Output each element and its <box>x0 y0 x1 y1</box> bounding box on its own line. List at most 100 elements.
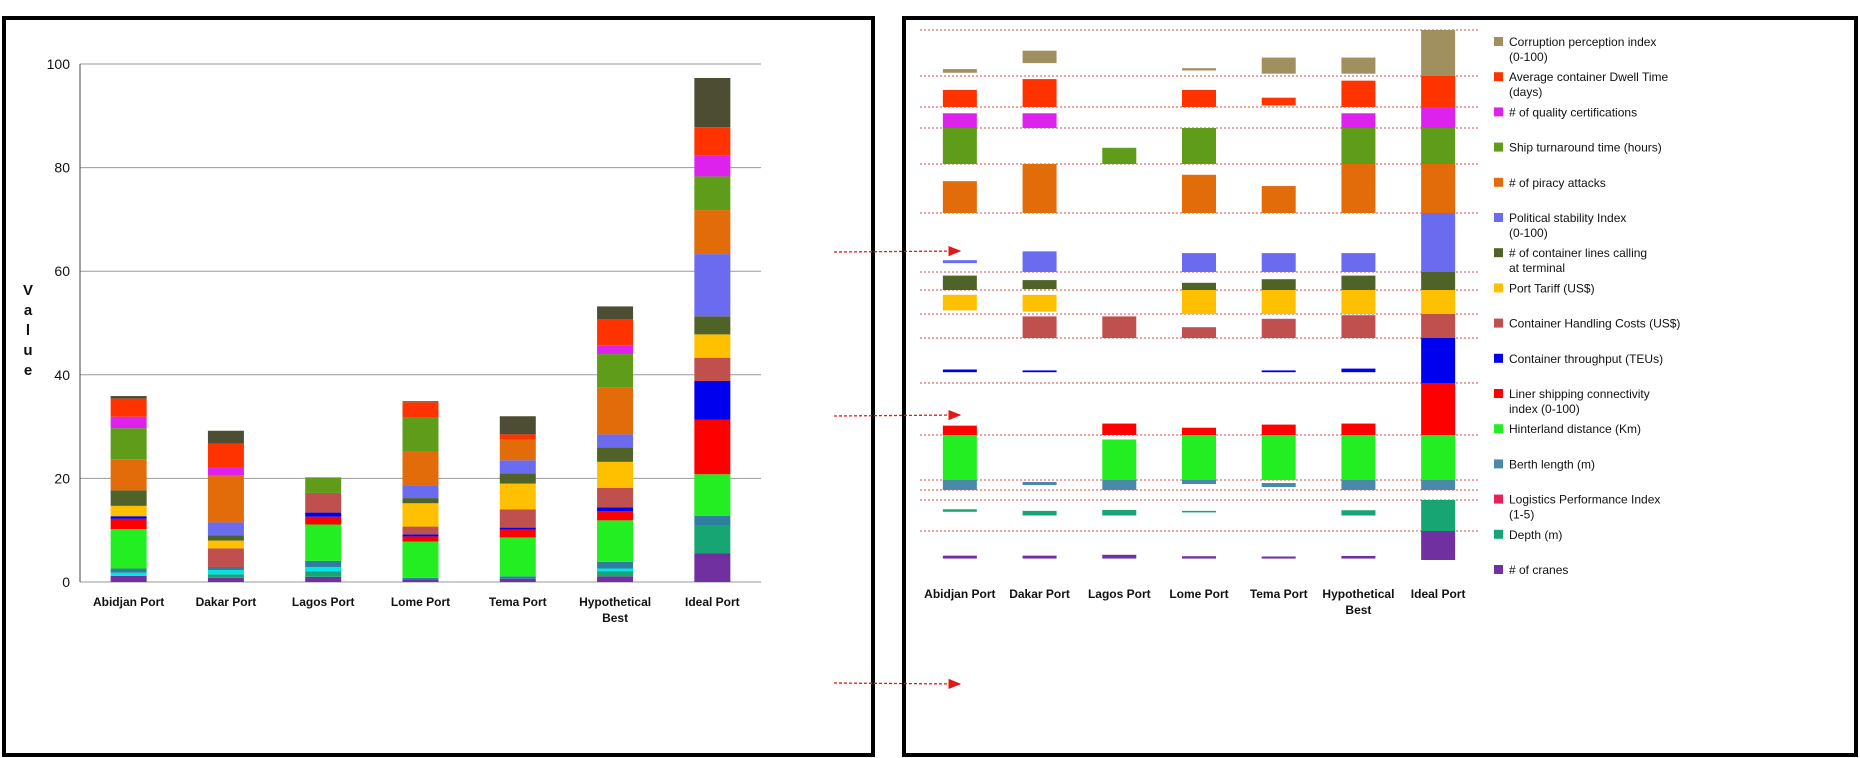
y-axis-label-char: e <box>24 362 32 379</box>
legend-item: Liner shipping connectivity index (0-100) <box>1494 387 1650 416</box>
range-bar-political-stability-index-0-100 <box>1261 253 1296 272</box>
range-bar-depth-m <box>1022 510 1057 516</box>
bar-segment-of-quality-certifications <box>207 467 244 476</box>
legend-swatch <box>1494 494 1503 504</box>
range-bar-container-throughput-teus <box>1341 368 1376 373</box>
range-bar-liner-shipping-connectivity-index-0-100 <box>1102 423 1137 435</box>
legend-label-line: Depth (m) <box>1509 528 1562 542</box>
bar-segment-political-stability-index-0-100 <box>499 460 536 474</box>
legend-label-line: Average container Dwell Time <box>1509 70 1669 84</box>
bar-segment-container-throughput-teus <box>694 381 731 420</box>
bar-segment-of-cranes <box>207 577 244 582</box>
legend-label: Port Tariff (US$) <box>1509 281 1595 295</box>
bar-segment-of-quality-certifications <box>110 416 147 429</box>
legend-label: Hinterland distance (Km) <box>1509 422 1641 436</box>
y-tick-label: 100 <box>47 56 71 72</box>
legend-label-line: Berth length (m) <box>1509 457 1595 471</box>
bar-segment-corruption-perception-index-0-100 <box>110 396 147 399</box>
range-bar-ship-turnaround-time-hours <box>1102 147 1137 164</box>
range-bar-container-handling-costs-us <box>1421 314 1456 338</box>
range-bar-container-throughput-teus <box>942 369 977 373</box>
range-bar-hinterland-distance-km <box>1421 435 1456 480</box>
bar-segment-container-throughput-teus <box>499 527 536 530</box>
legend-label-line: Corruption perception index <box>1509 35 1656 49</box>
y-tick-label: 20 <box>54 470 70 486</box>
legend-swatch <box>1494 389 1503 398</box>
range-bar-liner-shipping-connectivity-index-0-100 <box>942 425 977 435</box>
range-bar-of-cranes <box>1261 556 1296 559</box>
range-comparison-chart: Abidjan Port Dakar Port Lagos Port Lome Por… <box>920 29 1680 617</box>
legend-label: Corruption perception index (0-100) <box>1509 35 1656 64</box>
range-bar-corruption-perception-index-0-100 <box>1182 68 1216 71</box>
y-tick-label: 80 <box>54 160 70 176</box>
bar-segment-port-tariff-us <box>694 334 731 358</box>
range-bar-port-tariff-us <box>1022 294 1057 312</box>
legend-item: Container Handling Costs (US$) <box>1494 317 1680 331</box>
range-bar-berth-length-m <box>1022 482 1057 485</box>
x-category-label-line2: Best <box>602 611 628 625</box>
legend-item: Corruption perception index (0-100) <box>1494 35 1656 64</box>
range-bar-liner-shipping-connectivity-index-0-100 <box>1182 427 1216 435</box>
bar-segment-average-container-dwell-time-days <box>110 398 147 417</box>
range-bar-of-quality-certifications <box>1341 113 1376 128</box>
range-bar-port-tariff-us <box>1341 290 1376 314</box>
x-category-label: Dakar Port <box>196 595 257 609</box>
legend-label: Average container Dwell Time (days) <box>1509 70 1669 99</box>
bar-segment-berth-length-m <box>499 576 536 579</box>
bar-segment-liner-shipping-connectivity-index-0-100 <box>402 536 439 542</box>
legend-label-line: # of piracy attacks <box>1509 176 1606 190</box>
legend-label-line: # of quality certifications <box>1509 105 1637 119</box>
range-bar-corruption-perception-index-0-100 <box>942 69 977 73</box>
bar-segment-logistics-performance-index-1-5 <box>305 566 342 572</box>
bar-segment-port-tariff-us <box>110 505 147 517</box>
bar-segment-depth-m <box>207 574 244 578</box>
range-bar-political-stability-index-0-100 <box>1182 253 1216 272</box>
range-bar-hinterland-distance-km <box>1261 435 1296 480</box>
range-bar-of-quality-certifications <box>1421 107 1456 128</box>
range-bar-container-handling-costs-us <box>1102 316 1137 338</box>
legend-label-line: (0-100) <box>1509 226 1548 240</box>
bar-segment-liner-shipping-connectivity-index-0-100 <box>110 518 147 530</box>
legend-swatch <box>1494 529 1503 539</box>
bar-segment-of-cranes <box>694 553 731 582</box>
bar-segment-corruption-perception-index-0-100 <box>402 401 439 403</box>
bar-segment-of-piracy-attacks <box>207 475 244 523</box>
bar-segment-of-piracy-attacks <box>402 451 439 486</box>
bar-segment-corruption-perception-index-0-100 <box>499 416 536 435</box>
bar-segment-logistics-performance-index-1-5 <box>110 572 147 576</box>
bar-segment-hinterland-distance-km <box>499 537 536 577</box>
legend-label-line: index (0-100) <box>1509 402 1580 416</box>
legend-label-line: # of container lines calling <box>1509 246 1647 260</box>
range-bar-of-cranes <box>1022 555 1057 559</box>
bar-segment-of-cranes <box>305 576 342 582</box>
x-category-label: Ideal Port <box>685 595 740 609</box>
legend-label: # of cranes <box>1509 563 1568 577</box>
range-bar-liner-shipping-connectivity-index-0-100 <box>1261 424 1296 435</box>
legend-item: Depth (m) <box>1494 528 1562 542</box>
legend-swatch <box>1494 353 1503 363</box>
bar-segment-container-handling-costs-us <box>597 487 634 508</box>
x-category-label: Tema Port <box>489 595 547 609</box>
y-tick-label: 40 <box>54 367 70 383</box>
y-tick-label: 0 <box>62 574 70 590</box>
range-bar-liner-shipping-connectivity-index-0-100 <box>1421 383 1456 435</box>
bar-segment-port-tariff-us <box>402 503 439 527</box>
range-bar-average-container-dwell-time-days <box>1022 79 1057 107</box>
legend-swatch <box>1494 37 1503 46</box>
bar-segment-of-container-lines-calling-at-terminal <box>597 447 634 462</box>
legend-item: Hinterland distance (Km) <box>1494 422 1641 436</box>
range-bar-hinterland-distance-km <box>1102 439 1137 480</box>
legend-label-line: Ship turnaround time (hours) <box>1509 141 1662 155</box>
legend-item: Port Tariff (US$) <box>1494 281 1595 295</box>
bar-segment-of-piracy-attacks <box>597 387 634 435</box>
range-bar-depth-m <box>1341 510 1376 516</box>
range-bar-hinterland-distance-km <box>1182 435 1216 480</box>
bar-segment-political-stability-index-0-100 <box>402 485 439 499</box>
legend-item: Ship turnaround time (hours) <box>1494 141 1662 155</box>
legend-label: Logistics Performance Index (1-5) <box>1509 493 1660 522</box>
bar-segment-ship-turnaround-time-hours <box>597 354 634 388</box>
bar-segment-average-container-dwell-time-days <box>597 319 634 346</box>
range-bar-berth-length-m <box>1182 480 1216 484</box>
range-bar-container-throughput-teus <box>1261 370 1296 373</box>
range-bar-ship-turnaround-time-hours <box>1182 128 1216 164</box>
